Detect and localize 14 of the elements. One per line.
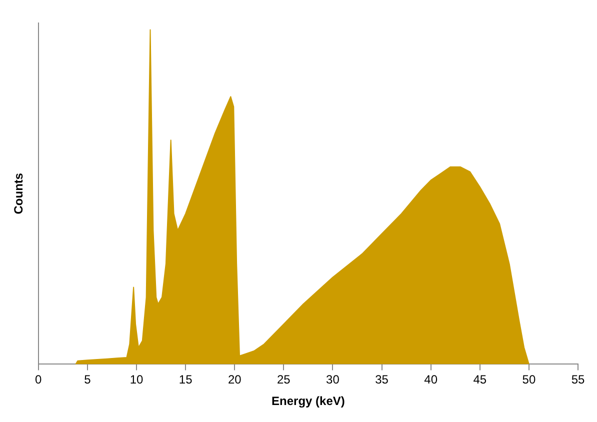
x-tick-label: 10 bbox=[130, 372, 144, 387]
x-tick-label: 35 bbox=[375, 372, 389, 387]
x-tick-label: 15 bbox=[178, 372, 193, 387]
x-tick-label: 55 bbox=[571, 372, 585, 387]
x-tick-label: 5 bbox=[84, 372, 92, 387]
x-tick-label: 45 bbox=[473, 372, 487, 387]
x-tick-label: 0 bbox=[35, 372, 42, 387]
x-tick-label: 20 bbox=[228, 372, 242, 387]
x-tick-label: 25 bbox=[276, 372, 291, 387]
x-tick-label: 50 bbox=[522, 372, 536, 387]
x-axis-title: Energy (keV) bbox=[272, 394, 345, 408]
x-tick-label: 30 bbox=[326, 372, 340, 387]
x-tick-label: 40 bbox=[424, 372, 438, 387]
y-axis-title: Counts bbox=[12, 172, 26, 214]
